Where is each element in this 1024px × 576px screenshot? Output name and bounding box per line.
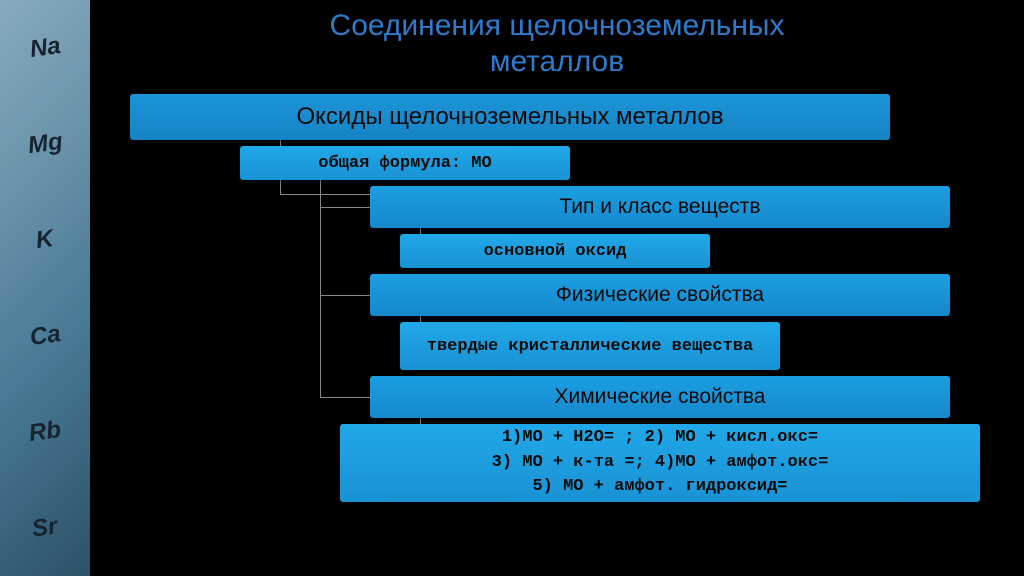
reaction-line-3: 5) МО + амфот. гидроксид= xyxy=(532,477,787,496)
box-basic-oxide: основной оксид xyxy=(400,234,710,268)
reaction-line-2: 3) МО + к-та =; 4)МО + амфот.окс= xyxy=(492,453,829,472)
box-crystalline: твердые кристаллические вещества xyxy=(400,322,780,370)
slide-title: Соединения щелочноземельных металлов xyxy=(120,8,994,80)
box-chemical-properties: Химические свойства xyxy=(370,376,950,418)
sidebar-element: Na xyxy=(28,32,62,64)
reactions-text: 1)МО + Н2О= ; 2) МО + кисл.окс= 3) МО + … xyxy=(492,426,829,500)
box-type-class: Тип и класс веществ xyxy=(370,186,950,228)
sidebar-periodic-elements: Na Mg K Ca Rb Sr xyxy=(0,0,90,576)
reaction-line-1: 1)МО + Н2О= ; 2) МО + кисл.окс= xyxy=(502,428,818,447)
box-reactions: 1)МО + Н2О= ; 2) МО + кисл.окс= 3) МО + … xyxy=(340,424,980,502)
box-formula: общая формула: МО xyxy=(240,146,570,180)
title-line-2: металлов xyxy=(490,45,624,78)
sidebar-element: Rb xyxy=(27,416,63,448)
sidebar-element: Mg xyxy=(26,128,64,161)
sidebar-element: Ca xyxy=(28,320,62,352)
box-physical-properties: Физические свойства xyxy=(370,274,950,316)
sidebar-element: K xyxy=(34,225,55,255)
box-oxides-heading: Оксиды щелочноземельных металлов xyxy=(130,94,890,140)
sidebar-element: Sr xyxy=(30,512,59,543)
title-line-1: Соединения щелочноземельных xyxy=(330,9,785,42)
slide-content: Соединения щелочноземельных металлов Окс… xyxy=(90,0,1024,576)
diagram-layout: Оксиды щелочноземельных металлов общая ф… xyxy=(120,94,994,514)
